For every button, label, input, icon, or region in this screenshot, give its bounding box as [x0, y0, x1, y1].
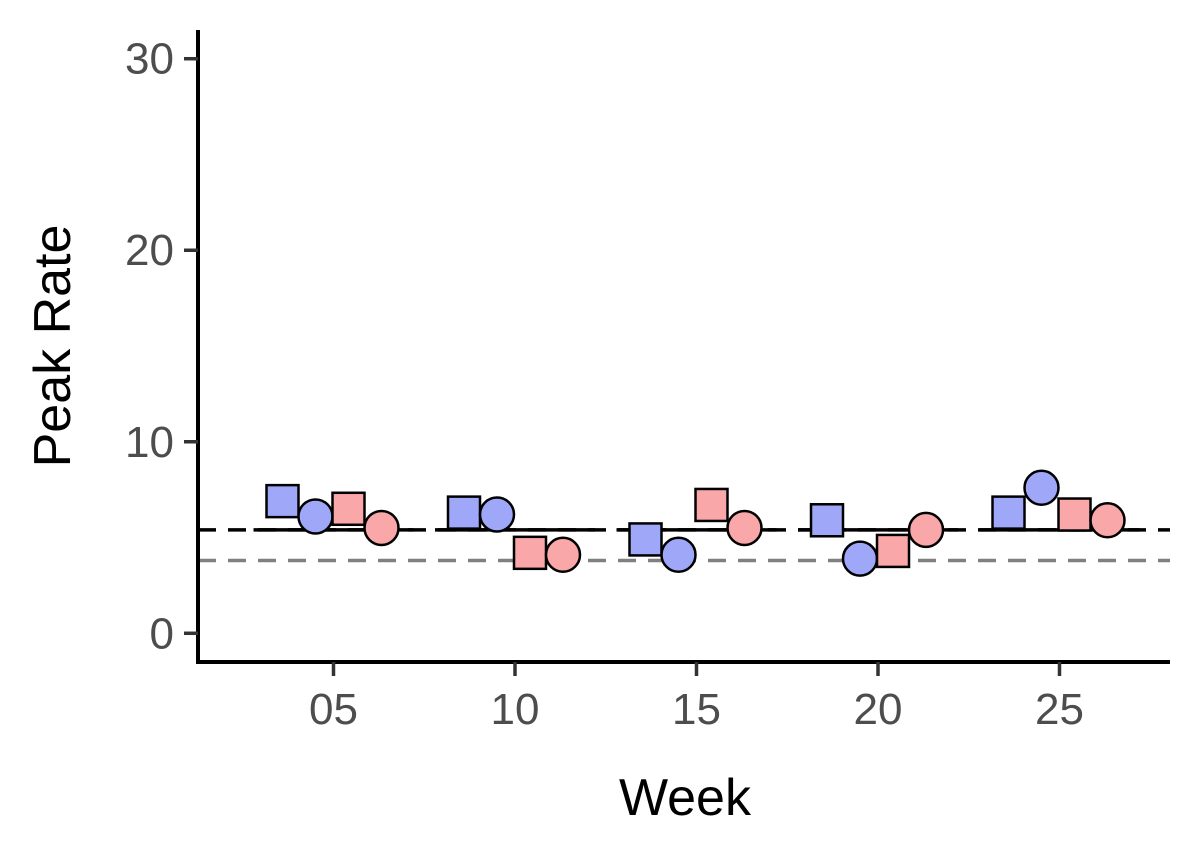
- point-blue-square-05: [265, 483, 300, 519]
- point-blue-circle-25: [1023, 469, 1060, 506]
- point-blue-square-20: [809, 503, 845, 538]
- y-tick-label-10: 10: [125, 418, 174, 467]
- point-blue-circle-05: [297, 498, 334, 535]
- point-pink-circle-25: [1089, 502, 1126, 539]
- point-pink-square-25: [1057, 497, 1092, 532]
- x-tick-label-05: 05: [309, 685, 358, 734]
- point-pink-square-05: [331, 491, 366, 527]
- y-axis-title: Peak Rate: [24, 225, 82, 468]
- point-blue-circle-15: [660, 536, 697, 574]
- x-tick-label-10: 10: [491, 685, 540, 734]
- point-pink-circle-05: [363, 509, 400, 547]
- point-pink-square-10: [512, 535, 548, 571]
- point-pink-circle-15: [726, 509, 763, 547]
- x-tick-label-20: 20: [854, 685, 903, 734]
- point-blue-circle-10: [478, 496, 516, 533]
- x-axis-title: Week: [619, 769, 752, 827]
- point-pink-square-15: [694, 487, 729, 523]
- point-blue-square-15: [628, 522, 663, 557]
- data-points: [265, 469, 1126, 577]
- x-tick-label-25: 25: [1035, 685, 1084, 734]
- point-pink-circle-20: [907, 511, 945, 549]
- point-blue-circle-20: [841, 540, 879, 577]
- y-tick-label-0: 0: [150, 609, 174, 658]
- point-pink-square-20: [875, 533, 911, 569]
- point-pink-circle-10: [544, 536, 582, 574]
- axes: 0 10 20 30 05 10 15 20 25: [125, 30, 1170, 734]
- y-tick-label-20: 20: [125, 226, 174, 275]
- y-tick-label-30: 30: [125, 35, 174, 84]
- x-tick-label-15: 15: [672, 685, 721, 734]
- point-blue-square-25: [991, 495, 1026, 530]
- point-blue-square-10: [446, 495, 482, 530]
